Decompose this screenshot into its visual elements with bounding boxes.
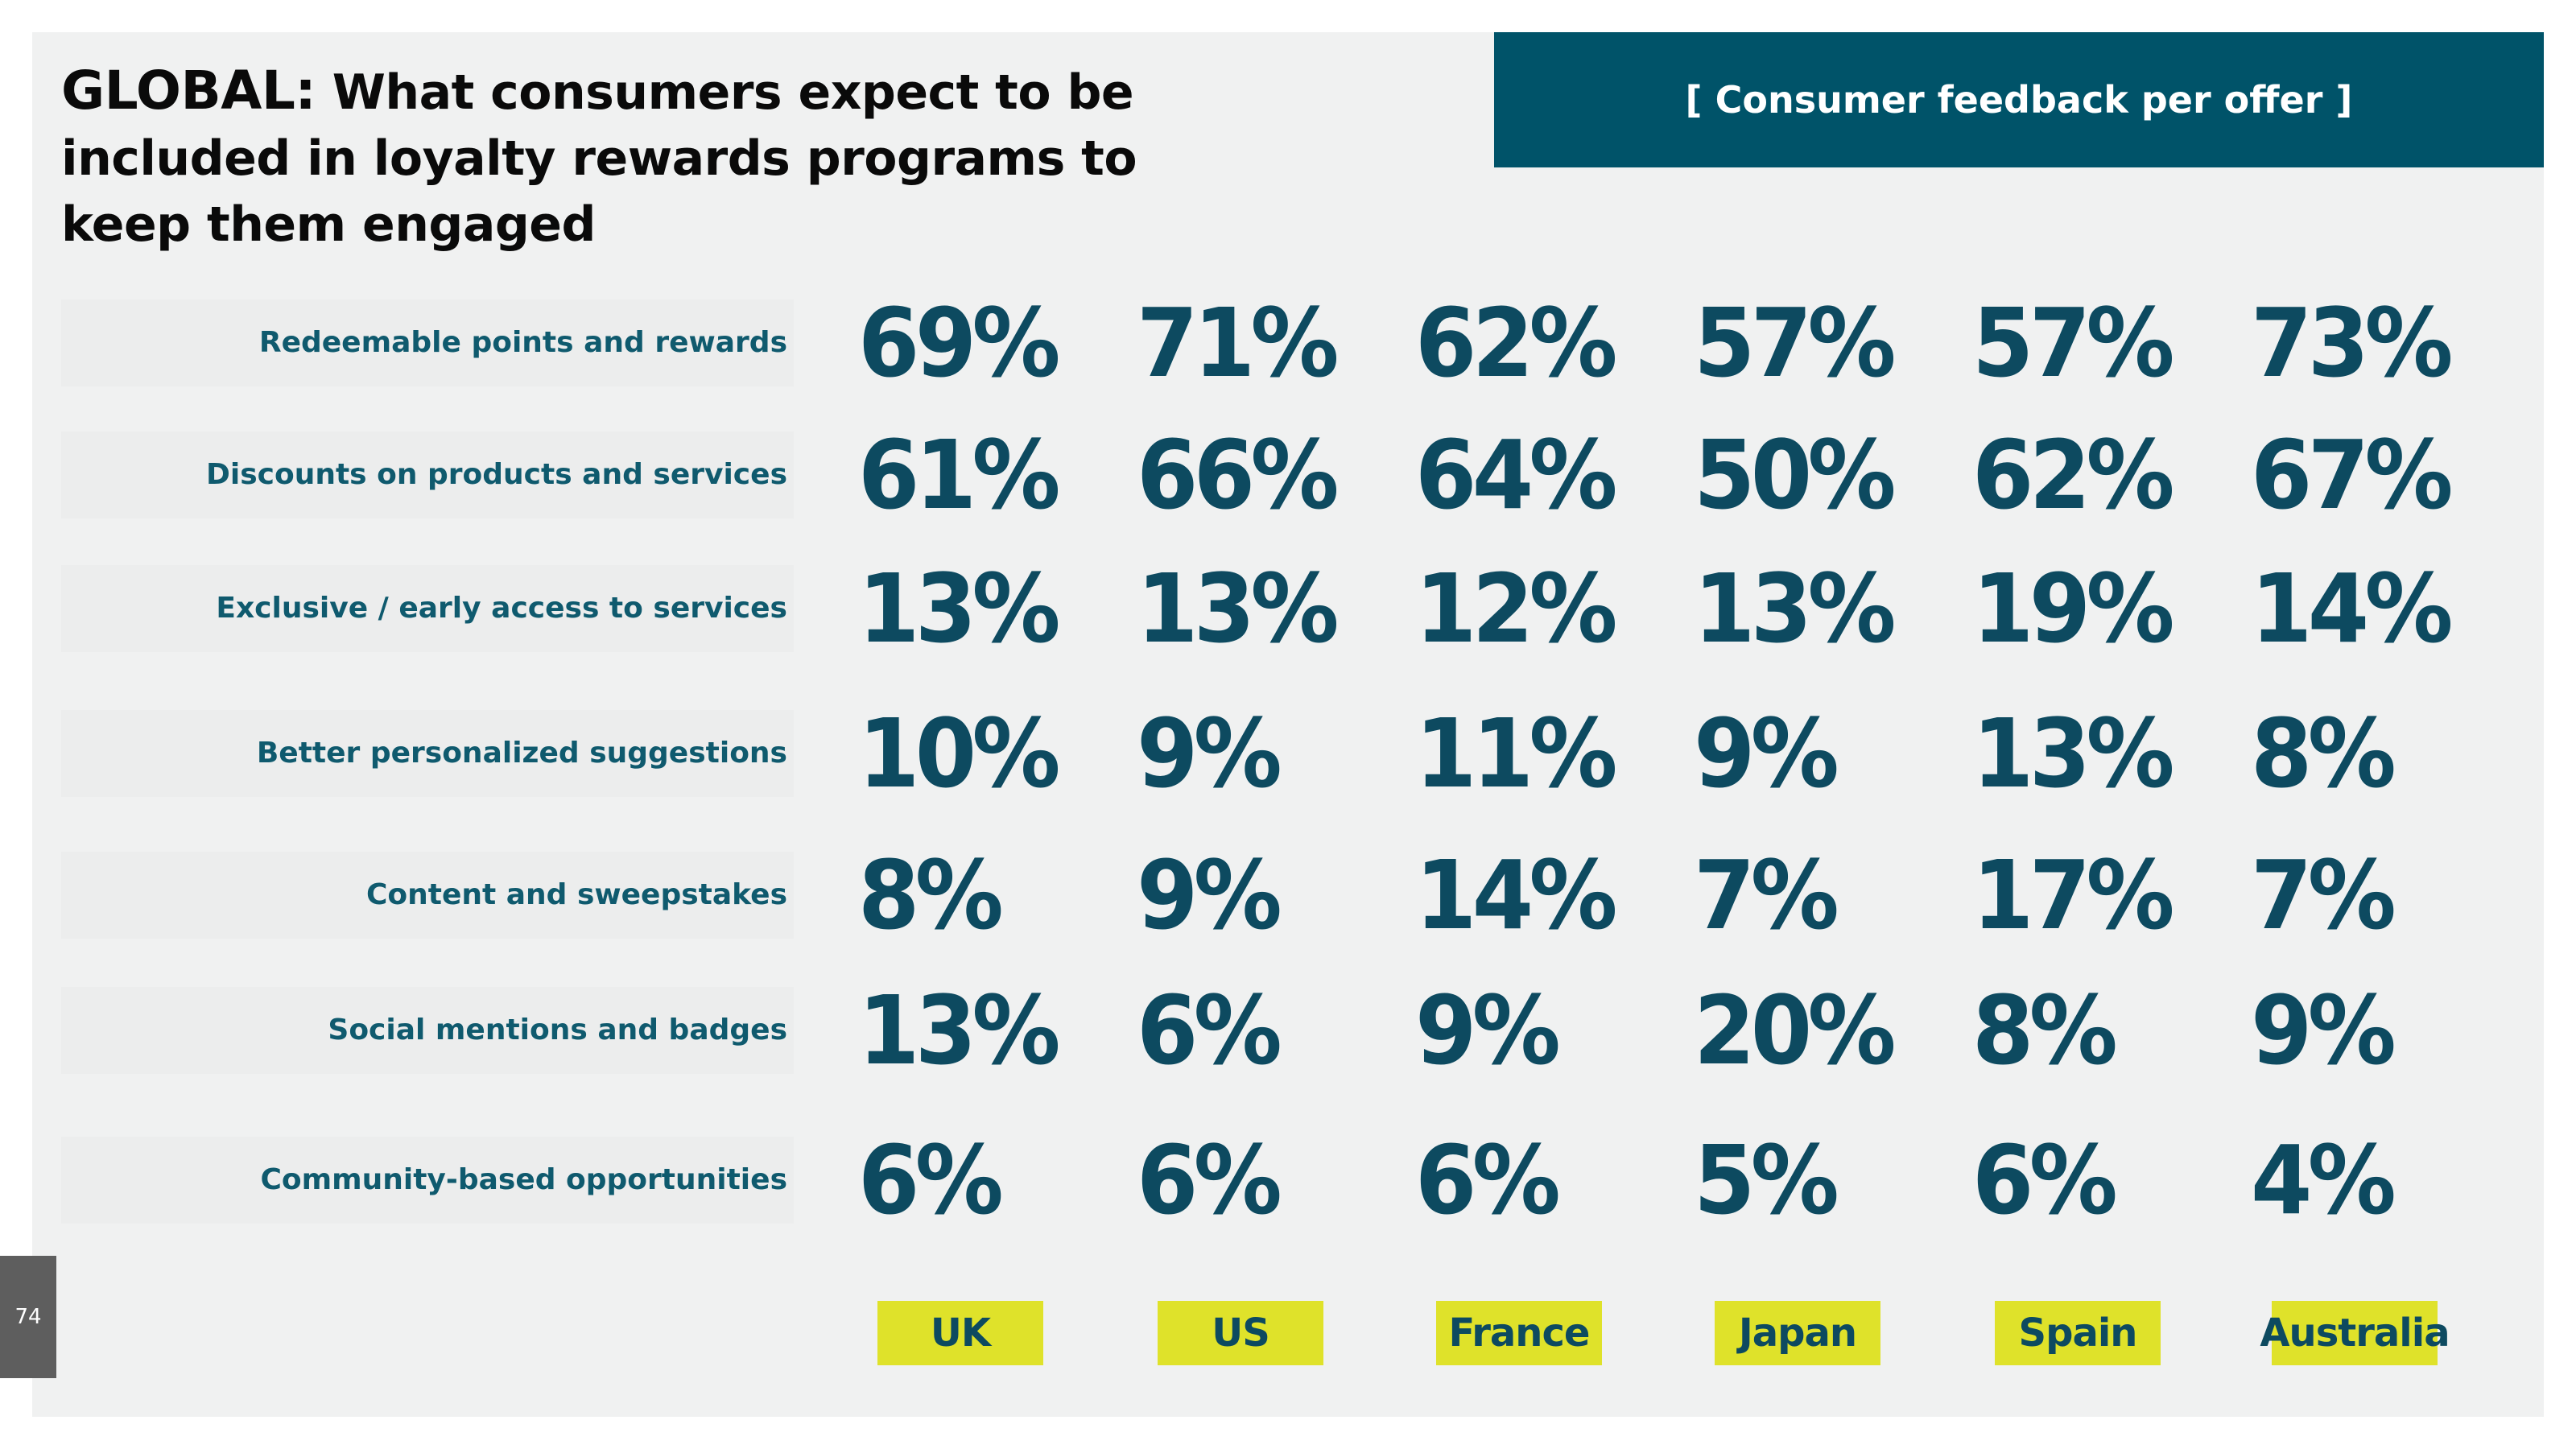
value-cell: 8% <box>1972 975 2118 1086</box>
value-cell: 9% <box>2251 975 2396 1086</box>
value-cell: 6% <box>1972 1125 2118 1236</box>
row-label: Exclusive / early access to services <box>216 592 787 625</box>
row-label: Redeemable points and rewards <box>258 326 787 359</box>
value-cell: 8% <box>2251 698 2396 809</box>
value-cell: 12% <box>1415 553 1618 664</box>
page-title: GLOBAL: What consumers expect to be incl… <box>61 58 1220 258</box>
row-band <box>61 852 794 939</box>
value-cell: 9% <box>1137 840 1282 951</box>
value-cell: 9% <box>1415 975 1561 1086</box>
value-cell: 66% <box>1137 419 1340 530</box>
country-label: UK <box>877 1301 1043 1365</box>
value-cell: 10% <box>858 698 1061 809</box>
value-cell: 73% <box>2251 287 2454 398</box>
value-cell: 7% <box>1694 840 1839 951</box>
country-label: US <box>1158 1301 1323 1365</box>
value-cell: 13% <box>858 553 1061 664</box>
row-band <box>61 431 794 518</box>
row-band <box>61 1137 794 1224</box>
row-band <box>61 565 794 652</box>
title-rest: What consumers expect to be included in … <box>61 64 1137 253</box>
title-lead: GLOBAL: <box>61 60 316 122</box>
value-cell: 57% <box>1694 287 1897 398</box>
value-cell: 5% <box>1694 1125 1839 1236</box>
value-cell: 6% <box>1415 1125 1561 1236</box>
value-cell: 62% <box>1972 419 2175 530</box>
value-cell: 62% <box>1415 287 1618 398</box>
value-cell: 57% <box>1972 287 2175 398</box>
value-cell: 13% <box>1694 553 1897 664</box>
value-cell: 14% <box>2251 553 2454 664</box>
value-cell: 13% <box>858 975 1061 1086</box>
value-cell: 19% <box>1972 553 2175 664</box>
value-cell: 67% <box>2251 419 2454 530</box>
country-label: Australia <box>2260 1301 2450 1365</box>
value-cell: 7% <box>2251 840 2396 951</box>
value-cell: 69% <box>858 287 1061 398</box>
row-label: Better personalized suggestions <box>256 737 787 770</box>
value-cell: 4% <box>2251 1125 2396 1236</box>
value-cell: 6% <box>1137 1125 1282 1236</box>
value-cell: 71% <box>1137 287 1340 398</box>
country-label: Japan <box>1715 1301 1880 1365</box>
value-cell: 11% <box>1415 698 1618 809</box>
row-band <box>61 299 794 386</box>
value-cell: 13% <box>1137 553 1340 664</box>
value-cell: 13% <box>1972 698 2175 809</box>
row-label: Content and sweepstakes <box>365 878 787 911</box>
value-cell: 20% <box>1694 975 1897 1086</box>
row-band <box>61 710 794 797</box>
row-label: Social mentions and badges <box>328 1013 787 1046</box>
country-label: France <box>1436 1301 1602 1365</box>
value-cell: 6% <box>858 1125 1004 1236</box>
value-cell: 14% <box>1415 840 1618 951</box>
row-label: Discounts on products and services <box>205 458 787 491</box>
value-cell: 17% <box>1972 840 2175 951</box>
value-cell: 6% <box>1137 975 1282 1086</box>
row-band <box>61 987 794 1074</box>
row-label: Community-based opportunities <box>260 1163 787 1196</box>
value-cell: 50% <box>1694 419 1897 530</box>
value-cell: 64% <box>1415 419 1618 530</box>
value-cell: 9% <box>1694 698 1839 809</box>
value-cell: 61% <box>858 419 1061 530</box>
value-cell: 9% <box>1137 698 1282 809</box>
corner-decoration <box>2399 1417 2496 1449</box>
value-cell: 8% <box>858 840 1004 951</box>
page-number: 74 <box>0 1256 56 1378</box>
section-banner: [ Consumer feedback per offer ] <box>1494 32 2544 167</box>
country-label: Spain <box>1995 1301 2161 1365</box>
